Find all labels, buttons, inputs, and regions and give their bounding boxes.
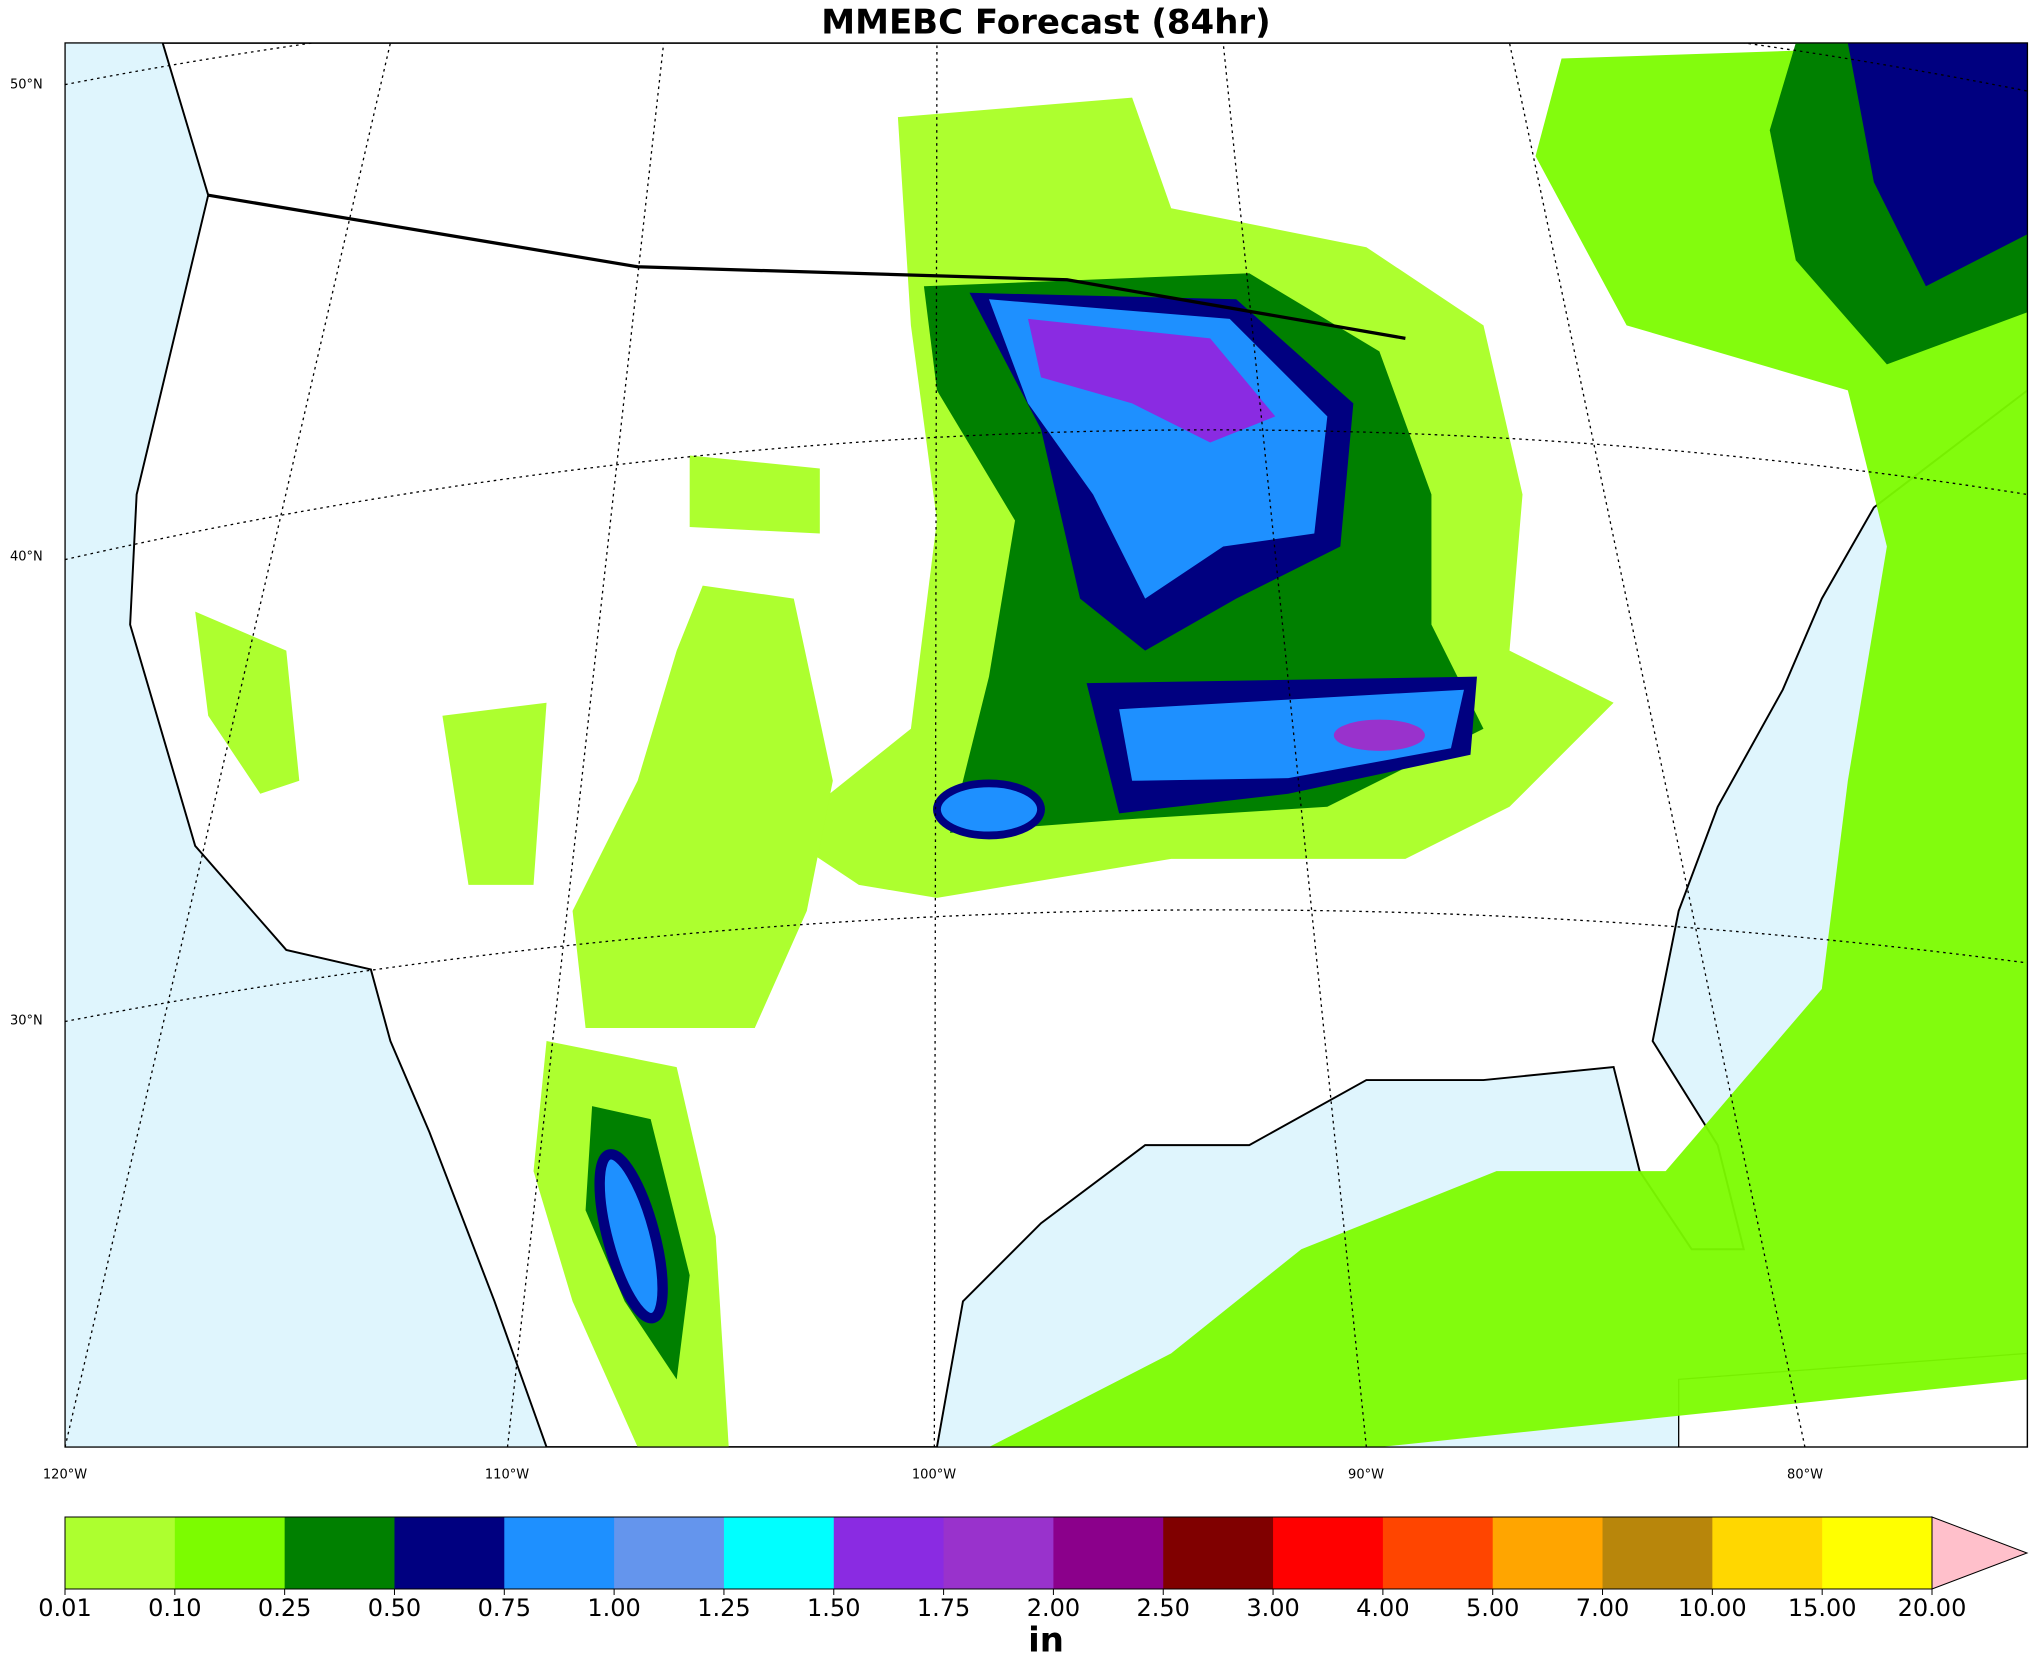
lon-label: 80°W [1787,1468,1823,1483]
border [207,193,1406,340]
colorbar-tick-label: 5.00 [1466,1594,1519,1622]
lat-label: 50°N [10,78,43,93]
colorbar-swatch [174,1517,286,1589]
colorbar: 0.01 0.10 0.25 0.50 0.75 1.00 1.25 1.50 1.75 2.00… [38,1516,2029,1622]
colorbar-tick-label: 2.50 [1137,1594,1190,1622]
colorbar-swatch [1822,1517,1933,1589]
colorbar-tick-label: 4.00 [1356,1594,1409,1622]
precip-area [933,779,1045,840]
lon-label: 100°W [912,1468,956,1483]
graticule [65,42,2028,1023]
colorbar-tick-label: 1.50 [807,1594,860,1622]
colorbar-swatch [1602,1517,1713,1589]
colorbar-tick-label: 0.25 [258,1594,311,1622]
colorbar-tick-label: 15.00 [1788,1594,1857,1622]
colorbar-tick-label: 0.50 [368,1594,421,1622]
colorbar-tick-label: 1.00 [587,1594,640,1622]
colorbar-tick-label: 0.75 [478,1594,531,1622]
precip-area [1028,318,1276,443]
colorbar-tick-label: 2.00 [1027,1594,1080,1622]
colorbar-frame [64,1516,1933,1590]
precip-area [572,585,833,1029]
colorbar-swatch [1712,1517,1823,1589]
precip-area [1333,719,1425,751]
lat-label: 40°N [10,550,43,565]
colorbar-swatch [1382,1517,1494,1589]
colorbar-tick-label: 3.00 [1246,1594,1299,1622]
colorbar-swatch [1163,1517,1274,1589]
colorbar-swatch [394,1517,505,1589]
lon-label: 90°W [1348,1468,1384,1483]
colorbar-tick-label: 1.75 [917,1594,970,1622]
colorbar-swatch [943,1517,1054,1589]
colorbar-tick-label: 20.00 [1898,1594,1967,1622]
colorbar-tick-label: 0.10 [148,1594,201,1622]
colorbar-swatch [723,1517,835,1589]
precip-area [988,42,2028,1448]
precip-area [1847,42,2028,287]
colorbar-tick-label: 1.25 [697,1594,750,1622]
colorbar-swatch [1273,1517,1384,1589]
lon-label: 110°W [485,1468,529,1483]
colorbar-swatch [1492,1517,1604,1589]
colorbar-swatch [833,1517,945,1589]
colorbar-swatch [284,1517,395,1589]
precip-area [1119,689,1464,781]
colorbar-extend [1931,1516,2029,1590]
lat-label: 30°N [10,1014,43,1029]
colorbar-tick-label: 0.01 [38,1594,91,1622]
colorbar-unit: in [1028,1621,1064,1661]
colorbar-swatch [65,1517,176,1589]
colorbar-tick-label: 10.00 [1678,1594,1747,1622]
precip-area [594,1149,668,1324]
map-frame [64,42,2029,1448]
colorbar-swatch [504,1517,615,1589]
precip-area [195,455,820,885]
map [64,42,2029,1448]
lon-label: 120°W [43,1468,87,1483]
map-title: MMEBC Forecast (84hr) [821,3,1270,43]
colorbar-swatch [614,1517,725,1589]
colorbar-swatch [1053,1517,1164,1589]
colorbar-tick-label: 7.00 [1576,1594,1629,1622]
